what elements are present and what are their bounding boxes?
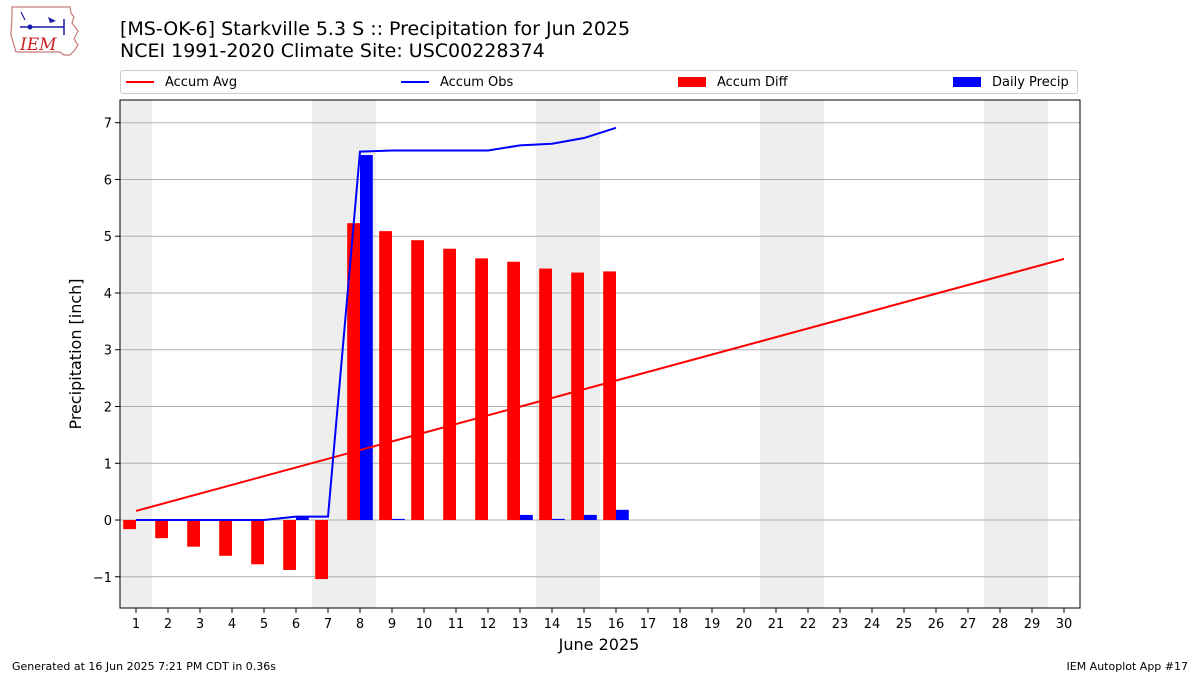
x-tick-label: 19	[704, 617, 721, 632]
x-tick-label: 3	[196, 617, 204, 632]
bar-accum-diff	[603, 271, 616, 521]
chart-legend: Accum Avg Accum Obs Accum Diff Daily Pre…	[120, 70, 1078, 94]
weekend-band	[120, 100, 152, 608]
legend-label-accum-diff: Accum Diff	[717, 74, 788, 90]
y-tick-label: 5	[104, 230, 112, 245]
x-tick-label: 2	[164, 617, 172, 632]
legend-swatch-accum-diff	[678, 77, 706, 87]
axes	[115, 99, 1081, 613]
legend-item-daily-precip: Daily Precip	[953, 71, 1069, 93]
bar-accum-diff	[187, 520, 200, 547]
bar-daily-precip	[392, 518, 405, 521]
bar-daily-precip	[296, 516, 309, 521]
x-tick-label: 26	[928, 617, 945, 632]
app-note: IEM Autoplot App #17	[1066, 660, 1189, 673]
grid-lines	[120, 122, 1080, 578]
x-tick-label: 8	[356, 617, 364, 632]
y-axis-label: Precipitation [inch]	[66, 278, 85, 429]
chart-title: [MS-OK-6] Starkville 5.3 S :: Precipitat…	[120, 18, 631, 40]
bar-daily-precip	[360, 155, 373, 521]
generated-note: Generated at 16 Jun 2025 7:21 PM CDT in …	[12, 660, 277, 673]
legend-item-accum-obs: Accum Obs	[401, 71, 513, 93]
x-tick-label: 13	[512, 617, 529, 632]
x-tick-label: 25	[896, 617, 913, 632]
x-tick-label: 5	[260, 617, 268, 632]
bar-accum-diff	[123, 520, 136, 530]
legend-item-accum-diff: Accum Diff	[678, 71, 788, 93]
x-tick-label: 27	[960, 617, 977, 632]
chart-subtitle: NCEI 1991-2020 Climate Site: USC00228374	[120, 40, 545, 62]
x-tick-label: 24	[864, 617, 881, 632]
line-accum-avg	[135, 257, 1065, 512]
y-tick-label: 2	[104, 401, 112, 416]
weekend-band	[760, 100, 824, 608]
legend-swatch-daily-precip	[953, 77, 981, 87]
bar-accum-diff	[379, 231, 392, 521]
bar-daily-precip	[520, 514, 533, 521]
y-tick-label: 7	[104, 117, 112, 132]
y-tick-label: 3	[104, 344, 112, 359]
y-tick-label: −1	[93, 571, 112, 586]
x-tick-label: 14	[544, 617, 561, 632]
plot-frame	[119, 99, 1081, 609]
iem-logo: IEM	[8, 5, 80, 59]
bar-daily-precip	[552, 518, 565, 521]
y-tick-label: 0	[104, 514, 112, 529]
weekend-band	[984, 100, 1048, 608]
x-tick-label: 7	[324, 617, 332, 632]
y-tick-label: 6	[104, 173, 112, 188]
bar-accum-diff	[571, 272, 584, 521]
legend-label-accum-avg: Accum Avg	[165, 74, 238, 90]
bar-accum-diff	[539, 268, 552, 521]
x-tick-label: 28	[992, 617, 1009, 632]
bar-daily-precip	[616, 509, 629, 521]
bar-accum-diff	[219, 520, 232, 556]
iem-logo-text: IEM	[19, 35, 57, 55]
x-tick-label: 11	[448, 617, 465, 632]
x-tick-label: 15	[576, 617, 593, 632]
x-tick-label: 29	[1024, 617, 1041, 632]
bar-accum-diff	[411, 240, 424, 521]
legend-swatch-accum-avg	[126, 81, 154, 83]
y-tick-label: 1	[104, 457, 112, 472]
x-tick-label: 4	[228, 617, 236, 632]
bar-accum-diff	[155, 520, 168, 539]
legend-label-accum-obs: Accum Obs	[440, 74, 514, 90]
x-axis-label: June 2025	[558, 635, 640, 654]
y-tick-label: 4	[104, 287, 112, 302]
x-tick-label: 1	[132, 617, 140, 632]
x-tick-label: 20	[736, 617, 753, 632]
x-tick-label: 23	[832, 617, 849, 632]
x-tick-label: 12	[480, 617, 497, 632]
bar-daily-precip	[584, 514, 597, 521]
x-tick-label: 6	[292, 617, 300, 632]
x-tick-label: 16	[608, 617, 625, 632]
x-tick-label: 21	[768, 617, 785, 632]
x-tick-label: 22	[800, 617, 817, 632]
x-tick-label: 10	[416, 617, 433, 632]
legend-item-accum-avg: Accum Avg	[126, 71, 237, 93]
bar-accum-diff	[315, 520, 328, 580]
bars	[123, 155, 629, 580]
x-tick-label: 30	[1056, 617, 1073, 632]
bar-accum-diff	[475, 258, 488, 521]
bar-accum-diff	[283, 520, 296, 570]
line-accum-obs	[136, 126, 617, 522]
bar-accum-diff	[507, 261, 520, 521]
x-tick-label: 9	[388, 617, 396, 632]
bar-accum-diff	[443, 248, 456, 521]
legend-label-daily-precip: Daily Precip	[992, 74, 1069, 90]
x-tick-label: 18	[672, 617, 689, 632]
bar-accum-diff	[251, 520, 264, 565]
bar-accum-diff	[347, 223, 360, 521]
series-lines	[135, 126, 1065, 522]
x-tick-label: 17	[640, 617, 657, 632]
legend-swatch-accum-obs	[401, 81, 429, 83]
